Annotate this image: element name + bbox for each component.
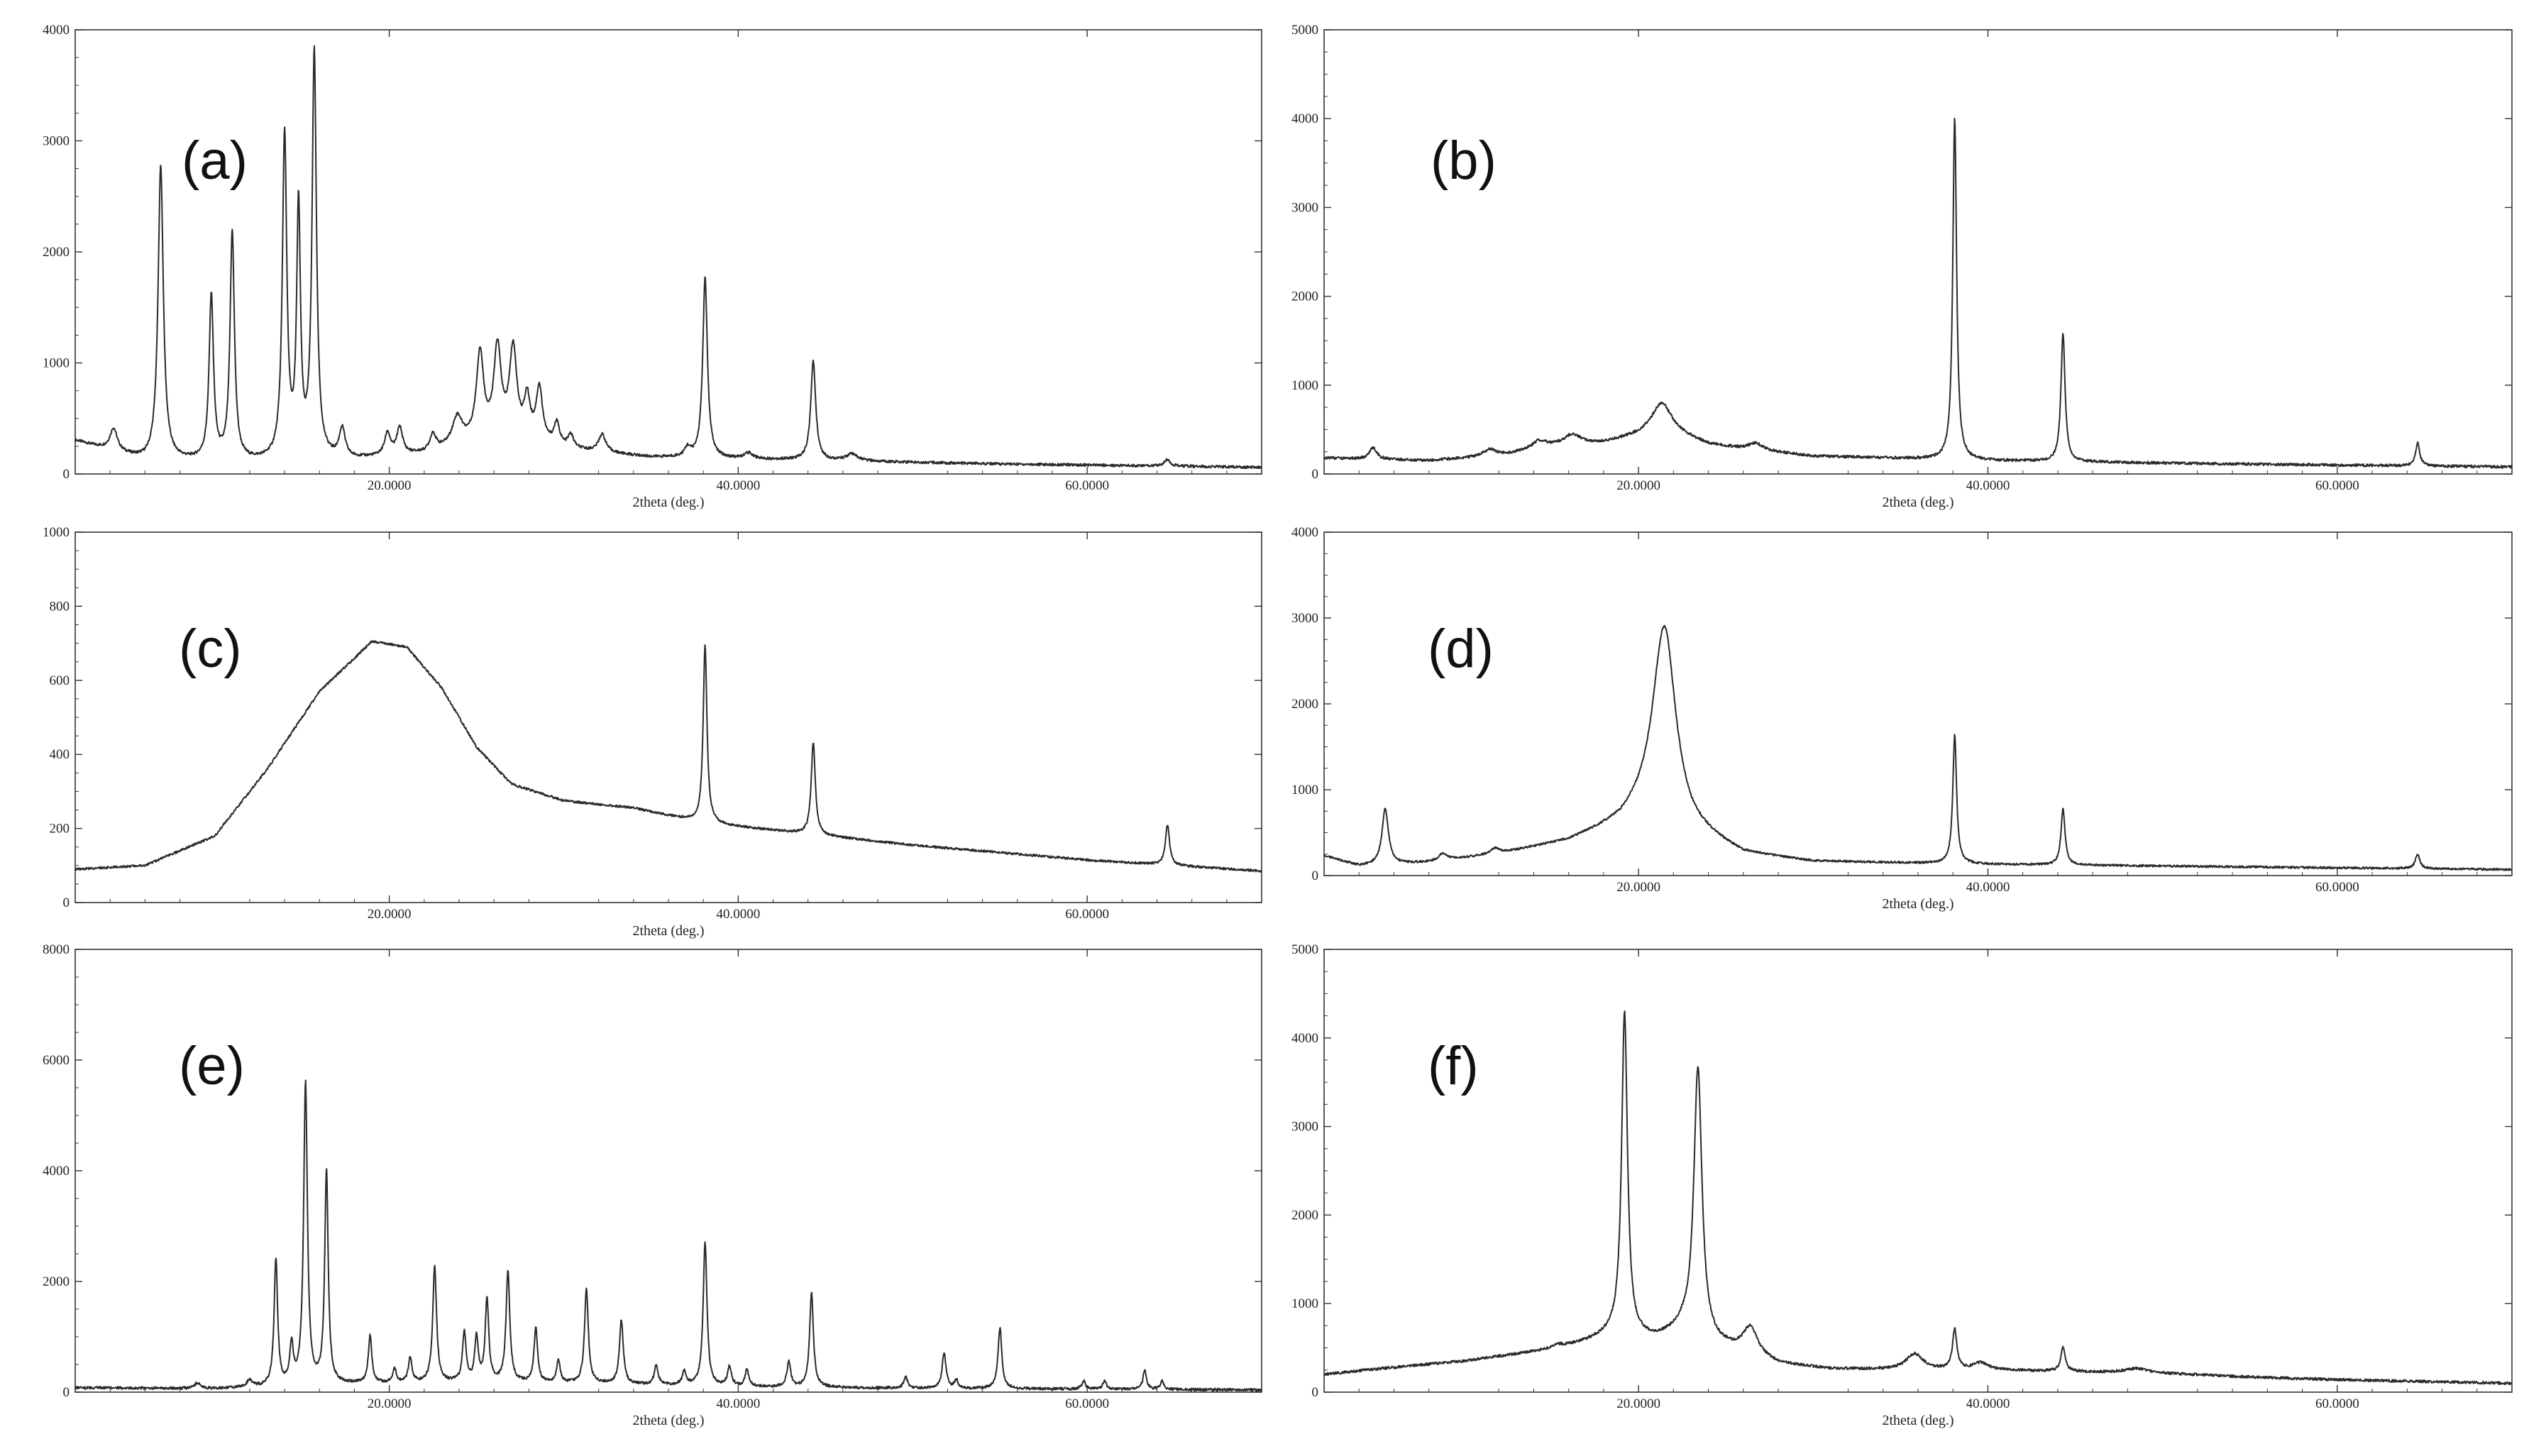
x-tick-label: 40.0000 [716, 478, 760, 493]
x-tick-label: 20.0000 [1616, 880, 1660, 895]
panel-label: (b) [1431, 131, 1497, 191]
y-tick-label: 0 [63, 895, 70, 910]
y-tick-label: 5000 [1291, 23, 1318, 38]
plot-frame [1323, 949, 2513, 1393]
xrd-pattern-line [1323, 117, 2513, 469]
x-tick-label: 20.0000 [1616, 478, 1660, 493]
y-tick-label: 4000 [1291, 1031, 1318, 1046]
panel-a: 0 1000 2000 3000 4000 20.0000 40.0000 60.0000 2t… [43, 23, 1262, 510]
x-tick-label: 60.0000 [1065, 1396, 1109, 1411]
x-axis-title: 2theta (deg.) [1882, 495, 1953, 510]
panel-c: 0 200 400 600 800 1000 20.0000 40.0000 60.0000 2t… [43, 525, 1262, 939]
y-tick-label: 1000 [43, 525, 70, 540]
y-tick-label: 200 [50, 822, 70, 837]
xrd-pattern-line [75, 640, 1262, 873]
x-tick-label: 20.0000 [368, 1396, 412, 1411]
panel-d: 0 1000 2000 3000 4000 20.0000 40.0000 60.0000 2t… [1291, 525, 2513, 912]
x-tick-label: 60.0000 [2315, 1396, 2359, 1411]
xrd-pattern-line [75, 45, 1262, 470]
x-tick-label: 60.0000 [2315, 478, 2359, 493]
x-axis-title: 2theta (deg.) [1882, 896, 1953, 912]
y-tick-label: 1000 [1291, 1296, 1318, 1311]
xrd-pattern-line [1323, 1010, 2513, 1386]
panel-label: (e) [179, 1036, 245, 1096]
x-tick-label: 60.0000 [2315, 880, 2359, 895]
panel-f: 0 1000 2000 3000 4000 5000 20.0000 40.0000 60.00… [1291, 942, 2513, 1428]
y-tick-label: 2000 [43, 245, 70, 260]
panel-b: 0 1000 2000 3000 4000 5000 20.0000 40.0000 60.00… [1291, 23, 2513, 510]
y-tick-label: 2000 [1291, 1208, 1318, 1223]
y-tick-label: 2000 [43, 1274, 70, 1289]
panel-label: (d) [1428, 619, 1494, 679]
y-tick-label: 2000 [1291, 697, 1318, 712]
y-tick-label: 400 [50, 747, 70, 762]
plot-frame [1323, 531, 2513, 876]
x-tick-label: 40.0000 [1966, 1396, 2010, 1411]
y-tick-label: 800 [50, 599, 70, 614]
panel-label: (c) [179, 619, 242, 679]
y-tick-label: 6000 [43, 1053, 70, 1068]
y-tick-label: 0 [63, 467, 70, 482]
y-tick-label: 1000 [1291, 783, 1318, 798]
y-tick-label: 3000 [1291, 200, 1318, 215]
plot-frame [75, 949, 1262, 1393]
x-tick-label: 40.0000 [716, 1396, 760, 1411]
x-axis-title: 2theta (deg.) [632, 1413, 704, 1428]
x-axis-title: 2theta (deg.) [1882, 1413, 1953, 1428]
y-tick-label: 3000 [43, 134, 70, 149]
x-axis-title: 2theta (deg.) [632, 923, 704, 939]
y-tick-label: 3000 [1291, 611, 1318, 626]
x-tick-label: 60.0000 [1065, 478, 1109, 493]
y-tick-label: 8000 [43, 942, 70, 957]
x-tick-label: 40.0000 [1966, 478, 2010, 493]
x-tick-label: 60.0000 [1065, 907, 1109, 922]
x-tick-label: 20.0000 [368, 907, 412, 922]
x-tick-label: 40.0000 [716, 907, 760, 922]
y-tick-label: 4000 [43, 23, 70, 38]
x-tick-label: 20.0000 [1616, 1396, 1660, 1411]
x-axis-title: 2theta (deg.) [632, 495, 704, 510]
y-tick-label: 1000 [1291, 378, 1318, 393]
xrd-pattern-line [75, 1079, 1262, 1392]
panel-label: (a) [182, 131, 248, 191]
xrd-pattern-line [1323, 624, 2513, 871]
plot-frame [1323, 29, 2513, 475]
y-tick-label: 0 [63, 1385, 70, 1400]
panel-label: (f) [1428, 1036, 1479, 1096]
y-tick-label: 0 [1312, 467, 1319, 482]
y-tick-label: 0 [1312, 868, 1319, 883]
plot-frame [75, 29, 1262, 475]
panel-e: 0 2000 4000 6000 8000 20.0000 40.0000 60.0000 2t… [43, 942, 1262, 1428]
y-tick-label: 5000 [1291, 942, 1318, 957]
y-tick-label: 1000 [43, 356, 70, 371]
x-tick-label: 20.0000 [368, 478, 412, 493]
y-tick-label: 600 [50, 673, 70, 688]
y-tick-label: 4000 [1291, 111, 1318, 126]
plot-frame [75, 531, 1262, 903]
x-tick-label: 40.0000 [1966, 880, 2010, 895]
y-tick-label: 4000 [43, 1164, 70, 1179]
y-tick-label: 2000 [1291, 289, 1318, 304]
y-tick-label: 3000 [1291, 1120, 1318, 1135]
y-tick-label: 0 [1312, 1385, 1319, 1400]
y-tick-label: 4000 [1291, 525, 1318, 540]
